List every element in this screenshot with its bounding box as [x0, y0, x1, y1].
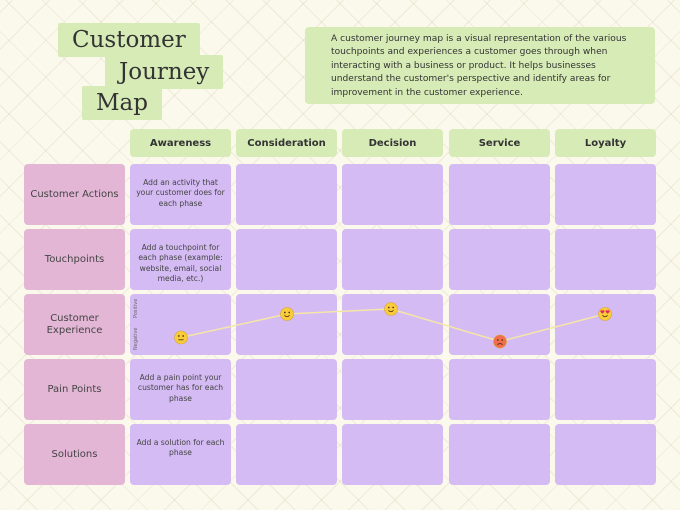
title-line-2: Journey — [105, 55, 224, 89]
cell-solutions-service[interactable] — [449, 424, 550, 485]
cell-solutions-decision[interactable] — [342, 424, 443, 485]
emotion-love-icon — [598, 307, 612, 321]
phase-decision: Decision — [342, 129, 443, 157]
cell-actions-decision[interactable] — [342, 164, 443, 225]
cell-experience-consideration[interactable] — [236, 294, 337, 355]
cell-actions-service[interactable] — [449, 164, 550, 225]
cell-touchpoints-decision[interactable] — [342, 229, 443, 290]
cell-pain-service[interactable] — [449, 359, 550, 420]
row-label-customer-actions: Customer Actions — [24, 164, 125, 225]
phase-awareness: Awareness — [130, 129, 231, 157]
emotion-neutral-icon — [174, 330, 188, 345]
emotion-angry-icon — [493, 334, 507, 349]
cell-experience-awareness[interactable] — [130, 294, 231, 355]
title-line-3: Map — [82, 86, 162, 120]
cell-touchpoints-loyalty[interactable] — [555, 229, 656, 290]
phase-loyalty: Loyalty — [555, 129, 656, 157]
cell-touchpoints-awareness[interactable]: Add a touchpoint for each phase (example… — [130, 229, 231, 290]
phase-service: Service — [449, 129, 550, 157]
row-label-customer-experience: Customer Experience — [24, 294, 125, 355]
title-line-1: Customer — [58, 23, 200, 57]
cell-pain-decision[interactable] — [342, 359, 443, 420]
cell-pain-loyalty[interactable] — [555, 359, 656, 420]
row-label-pain-points: Pain Points — [24, 359, 125, 420]
cell-solutions-loyalty[interactable] — [555, 424, 656, 485]
cell-experience-loyalty[interactable] — [555, 294, 656, 355]
description-box: A customer journey map is a visual repre… — [305, 27, 655, 104]
cell-actions-awareness[interactable]: Add an activity that your customer does … — [130, 164, 231, 225]
cell-solutions-consideration[interactable] — [236, 424, 337, 485]
emotion-content-icon — [384, 302, 398, 316]
cell-solutions-awareness[interactable]: Add a solution for each phase — [130, 424, 231, 485]
row-label-solutions: Solutions — [24, 424, 125, 485]
phase-consideration: Consideration — [236, 129, 337, 157]
cell-touchpoints-service[interactable] — [449, 229, 550, 290]
cell-actions-consideration[interactable] — [236, 164, 337, 225]
cell-touchpoints-consideration[interactable] — [236, 229, 337, 290]
cell-pain-awareness[interactable]: Add a pain point your customer has for e… — [130, 359, 231, 420]
row-label-touchpoints: Touchpoints — [24, 229, 125, 290]
cell-actions-loyalty[interactable] — [555, 164, 656, 225]
emotion-content-icon — [280, 307, 294, 321]
cell-pain-consideration[interactable] — [236, 359, 337, 420]
